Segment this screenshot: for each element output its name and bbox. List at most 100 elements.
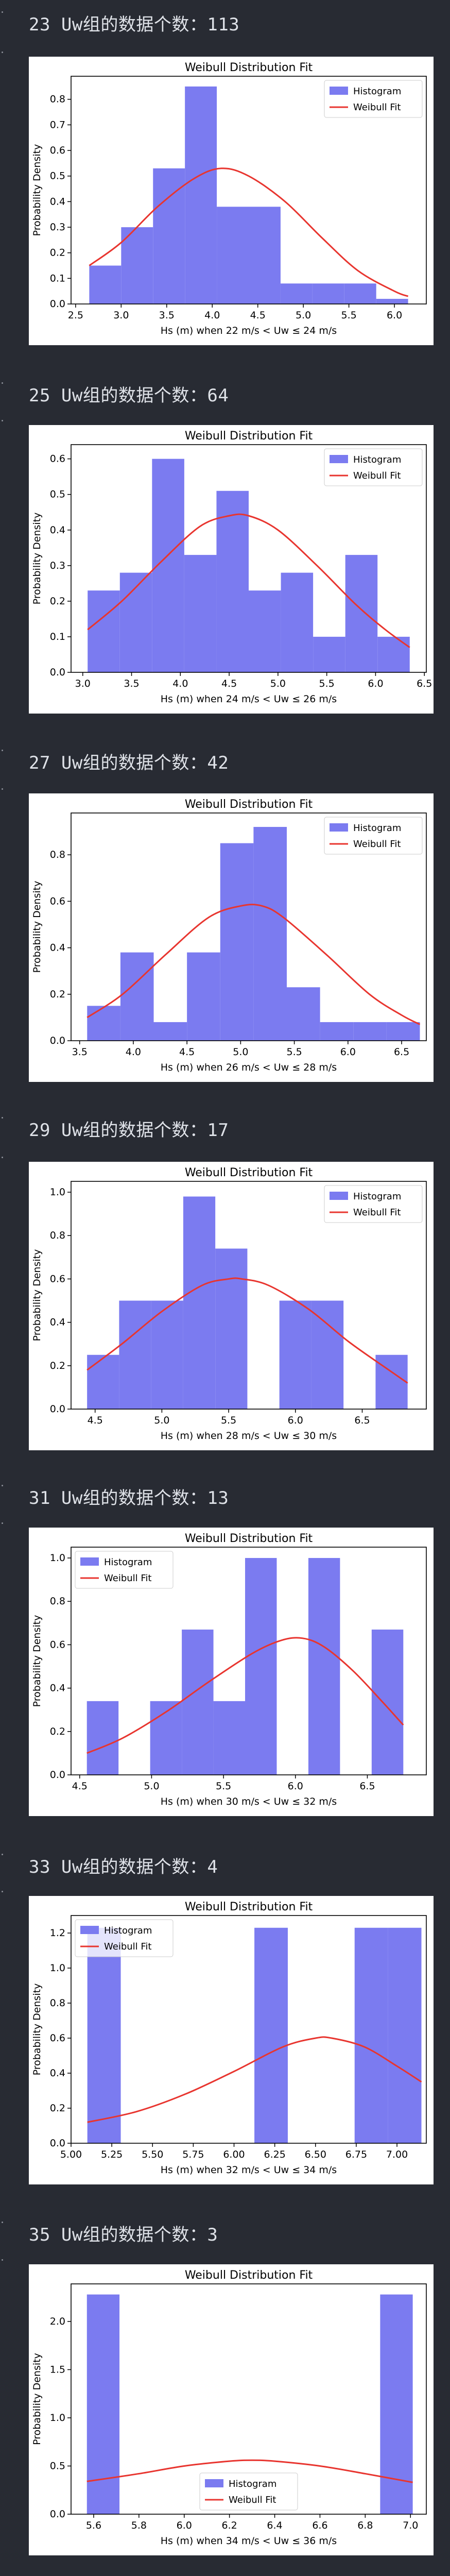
x-tick-label: 6.0 xyxy=(368,678,383,689)
legend: Histogram Weibull Fit xyxy=(75,1551,174,1589)
cell-gutter-dot xyxy=(2,1891,3,1892)
histogram-bar xyxy=(311,1300,344,1409)
histogram-bar xyxy=(281,572,314,672)
y-tick-label: 0.6 xyxy=(50,2032,65,2044)
histogram-bar xyxy=(279,1300,311,1409)
legend: Histogram Weibull Fit xyxy=(199,2472,298,2511)
y-axis-label: Probability Density xyxy=(31,1249,43,1342)
y-tick-label: 0.0 xyxy=(50,1769,65,1781)
x-tick-label: 6.5 xyxy=(394,1046,409,1058)
y-tick-label: 0.8 xyxy=(50,1997,65,2009)
x-tick-label: 5.8 xyxy=(131,2520,147,2531)
cell-output-header: 33 Uw组的数据个数：4 xyxy=(29,1857,218,1877)
legend-fit-label: Weibull Fit xyxy=(353,1207,401,1218)
histogram-bar xyxy=(377,636,410,672)
histogram-bar xyxy=(86,1701,119,1775)
plot-frame xyxy=(71,812,427,1041)
x-tick-label: 6.2 xyxy=(222,2520,237,2531)
legend-fit-label: Weibull Fit xyxy=(353,839,401,850)
legend-histogram-label: Histogram xyxy=(353,86,401,97)
histogram-bar xyxy=(151,1300,183,1409)
cell-gutter-dot xyxy=(2,2222,3,2223)
y-tick-label: 0.4 xyxy=(50,2067,65,2079)
legend-histogram-swatch xyxy=(330,455,348,463)
legend: Histogram Weibull Fit xyxy=(324,1185,423,1223)
x-tick-label: 5.5 xyxy=(341,310,357,321)
legend-histogram-swatch xyxy=(205,2479,223,2487)
y-axis-label: Probability Density xyxy=(31,1615,43,1707)
histogram-bar xyxy=(313,636,345,672)
figure-weibull-fit: Weibull Distribution Fit 3.0 3.5 4.0 4.5 5.0 5… xyxy=(29,425,434,714)
histogram-bar xyxy=(153,1022,187,1041)
legend: Histogram Weibull Fit xyxy=(324,80,423,118)
x-tick-label: 6.50 xyxy=(305,2149,326,2160)
legend-fit-label: Weibull Fit xyxy=(104,1941,151,1952)
chart-svg: Weibull Distribution Fit 2.5 3.0 3.5 4.0 4.5 5… xyxy=(31,61,427,336)
cell-gutter-dot xyxy=(2,52,3,53)
x-axis-label: Hs (m) when 34 m/s < Uw ≤ 36 m/s xyxy=(161,2535,337,2547)
legend-box xyxy=(324,448,423,486)
legend-box xyxy=(324,817,423,855)
y-tick-label: 0.2 xyxy=(50,596,65,607)
chart-title: Weibull Distribution Fit xyxy=(185,1532,313,1545)
histogram-bar xyxy=(184,555,217,672)
y-tick-label: 0.8 xyxy=(50,94,65,105)
x-tick-label: 6.8 xyxy=(357,2520,373,2531)
y-tick-label: 0.0 xyxy=(50,2138,65,2149)
y-tick-label: 0.2 xyxy=(50,247,65,259)
y-axis-label: Probability Density xyxy=(31,1984,43,2076)
chart-title: Weibull Distribution Fit xyxy=(185,61,313,74)
y-tick-label: 0.6 xyxy=(50,453,65,465)
y-tick-label: 0.6 xyxy=(50,1273,65,1284)
legend-histogram-label: Histogram xyxy=(353,1191,401,1202)
x-axis-label: Hs (m) when 26 m/s < Uw ≤ 28 m/s xyxy=(161,1062,337,1073)
chart-title: Weibull Distribution Fit xyxy=(185,430,313,443)
x-tick-label: 3.0 xyxy=(113,310,129,321)
x-tick-label: 3.0 xyxy=(75,678,91,689)
x-tick-label: 2.5 xyxy=(68,310,83,321)
x-tick-label: 4.0 xyxy=(126,1046,141,1058)
chart-svg: Weibull Distribution Fit 4.5 5.0 5.5 6.0 6.5 0… xyxy=(31,1166,427,1442)
histogram-bar xyxy=(213,1701,246,1775)
histogram-bar xyxy=(344,283,376,304)
y-tick-label: 1.0 xyxy=(50,2412,65,2424)
y-tick-label: 1.0 xyxy=(50,1187,65,1198)
cell-gutter-dot xyxy=(2,420,3,421)
chart-svg: Weibull Distribution Fit 3.5 4.0 4.5 5.0 5.5 6… xyxy=(31,798,427,1073)
x-tick-label: 7.0 xyxy=(403,2520,418,2531)
weibull-fit-line xyxy=(87,513,410,648)
y-tick-label: 0.2 xyxy=(50,1360,65,1371)
histogram-bar xyxy=(87,1354,119,1409)
chart-svg: Weibull Distribution Fit 5.00 5.25 5.50 5.75… xyxy=(31,1901,427,2176)
x-tick-label: 5.00 xyxy=(60,2149,82,2160)
x-tick-label: 4.5 xyxy=(72,1781,88,1792)
histogram-bar xyxy=(376,299,408,304)
x-axis-label: Hs (m) when 30 m/s < Uw ≤ 32 m/s xyxy=(161,1796,337,1807)
cell-gutter-dot xyxy=(2,750,3,751)
y-tick-label: 1.5 xyxy=(50,2364,65,2375)
legend-histogram-label: Histogram xyxy=(104,1557,152,1568)
cell-gutter-dot xyxy=(2,788,3,790)
y-tick-label: 0.4 xyxy=(50,1317,65,1328)
x-tick-label: 6.0 xyxy=(288,1415,303,1426)
cell-gutter-dot xyxy=(2,1117,3,1118)
x-tick-label: 5.5 xyxy=(216,1781,231,1792)
legend-fit-label: Weibull Fit xyxy=(229,2495,276,2505)
x-tick-label: 6.6 xyxy=(312,2520,327,2531)
y-tick-label: 0.8 xyxy=(50,1596,65,1607)
histogram-bar xyxy=(87,1927,121,2143)
y-tick-label: 0.6 xyxy=(50,1639,65,1650)
weibull-fit-line xyxy=(89,167,409,297)
x-tick-label: 5.25 xyxy=(101,2149,123,2160)
histogram-bar xyxy=(312,283,344,304)
x-tick-label: 5.0 xyxy=(270,678,286,689)
histogram-bar xyxy=(249,590,281,672)
histogram-bar xyxy=(183,1196,216,1409)
histogram-bar xyxy=(215,1248,248,1409)
y-tick-label: 0.0 xyxy=(50,667,65,678)
y-axis-label: Probability Density xyxy=(31,881,43,973)
histogram-bar xyxy=(354,1927,388,2143)
y-tick-label: 0.2 xyxy=(50,989,65,1000)
chart-svg: Weibull Distribution Fit 5.6 5.8 6.0 6.2 6.4 6… xyxy=(31,2269,427,2547)
legend: Histogram Weibull Fit xyxy=(324,817,423,855)
